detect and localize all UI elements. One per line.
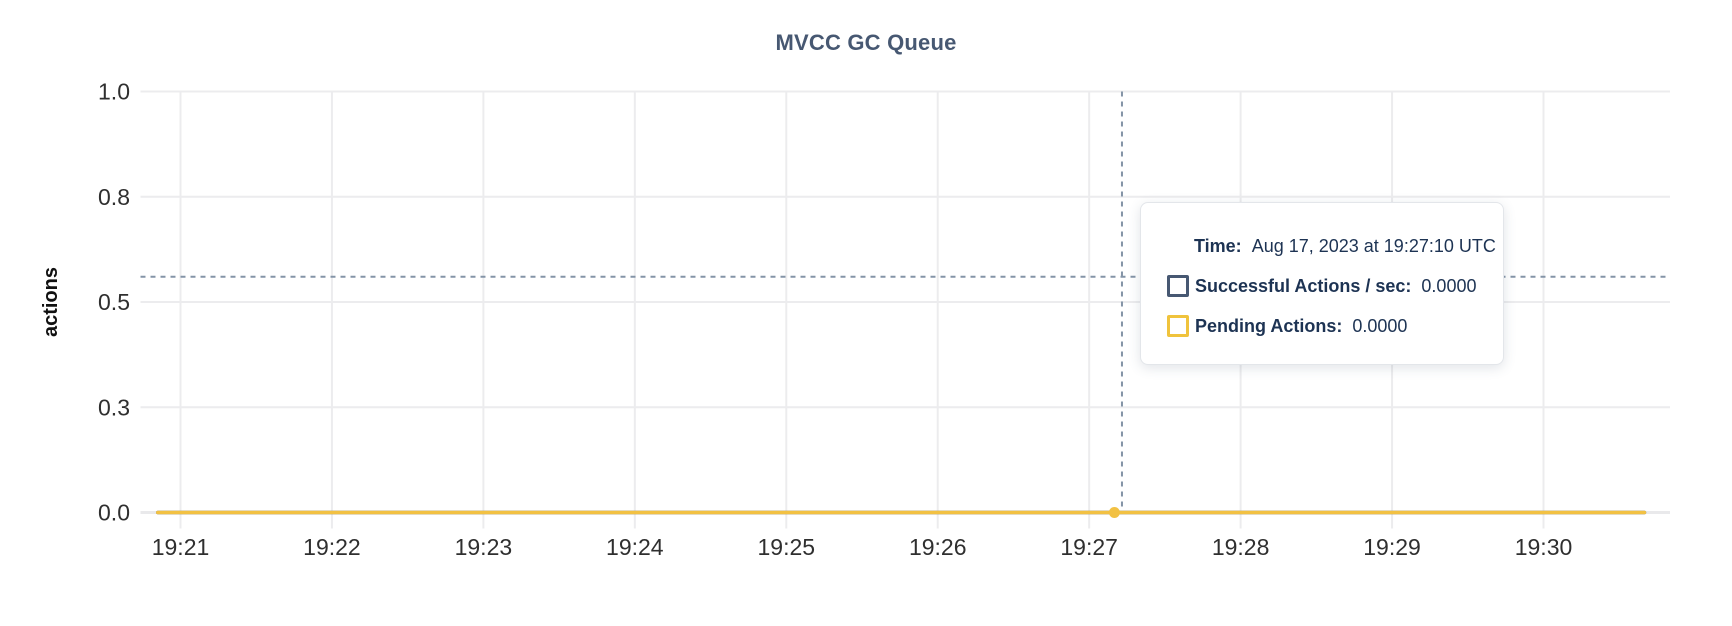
x-tick-label: 19:21 [152,534,210,560]
x-tick-label: 19:24 [606,534,664,560]
y-tick-label: 0.0 [98,500,130,526]
tooltip-series-row-successful: Successful Actions / sec: 0.0000 [1141,272,1503,300]
y-tick-label: 0.5 [98,289,130,315]
tooltip-pending-label: Pending Actions: [1195,315,1343,336]
y-tick-label: 0.3 [98,394,130,420]
y-axis-label: actions [40,267,62,337]
y-tick-label: 0.8 [98,184,130,210]
y-tick-label: 1.0 [98,79,130,105]
x-tick-label: 19:22 [303,534,361,560]
successful-actions-swatch-icon [1167,275,1189,297]
tooltip-pending-value: 0.0000 [1352,315,1408,336]
x-tick-label: 19:25 [757,534,815,560]
highlight-point [1108,507,1120,518]
pending-actions-swatch-icon [1167,315,1189,337]
x-tick-label: 19:30 [1515,534,1573,560]
x-tick-label: 19:23 [455,534,513,560]
tooltip-successful-label: Successful Actions / sec: [1195,275,1412,296]
chart-title: MVCC GC Queue [775,30,957,55]
tooltip-successful-value: 0.0000 [1421,275,1477,296]
x-tick-label: 19:28 [1212,534,1270,560]
tooltip-series-row-pending: Pending Actions: 0.0000 [1141,312,1503,340]
tooltip-time-row: Time: Aug 17, 2023 at 19:27:10 UTC [1141,232,1503,260]
x-tick-label: 19:29 [1363,534,1421,560]
x-tick-label: 19:26 [909,534,967,560]
tooltip-time-value: Aug 17, 2023 at 19:27:10 UTC [1251,235,1496,256]
x-tick-label: 19:27 [1060,534,1118,560]
chart-tooltip: Time: Aug 17, 2023 at 19:27:10 UTC Succe… [1140,202,1504,365]
tooltip-time-label: Time: [1194,235,1242,256]
